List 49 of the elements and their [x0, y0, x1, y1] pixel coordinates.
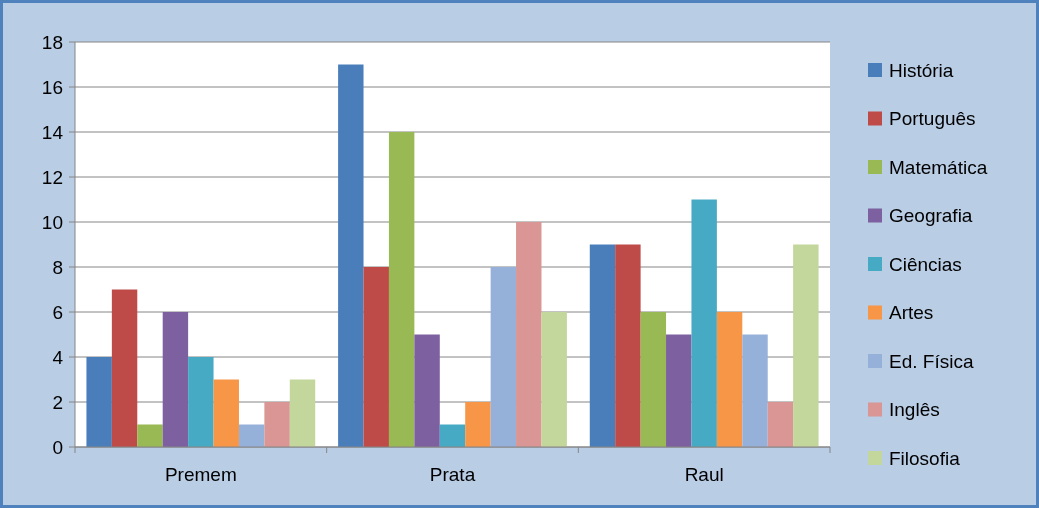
bar: [640, 312, 667, 447]
bar: [86, 357, 112, 447]
y-tick-label: 16: [41, 76, 63, 98]
bar: [490, 267, 517, 447]
y-tick-label: 8: [52, 256, 63, 278]
y-tick-label: 12: [41, 166, 63, 188]
y-tick-label: 2: [52, 391, 63, 413]
legend-label: Matemática: [889, 156, 988, 178]
bar: [213, 379, 239, 447]
y-tick-label: 18: [41, 31, 63, 53]
bar: [363, 267, 389, 447]
bar: [439, 424, 466, 447]
bar: [541, 312, 567, 447]
x-tick-label: Raul: [684, 464, 724, 485]
bar: [338, 64, 364, 447]
bar: [615, 244, 641, 447]
bar: [111, 289, 138, 447]
bar: [238, 424, 265, 447]
bar: [589, 244, 616, 447]
bar: [666, 334, 692, 447]
legend-label: História: [889, 59, 954, 81]
legend-label: Geografia: [889, 205, 973, 227]
x-tick-label: Prata: [429, 464, 476, 485]
legend-label: Português: [889, 108, 976, 130]
y-tick-label: 14: [41, 121, 64, 143]
y-tick-label: 4: [52, 346, 64, 368]
bar: [137, 424, 163, 447]
bar: [691, 199, 717, 447]
x-tick-label: Premem: [164, 464, 237, 485]
y-tick-label: 6: [52, 301, 63, 323]
bar: [264, 402, 290, 447]
legend-label: Inglês: [889, 399, 940, 421]
legend-label: Ciências: [889, 253, 962, 275]
bar: [767, 402, 794, 447]
bar: [162, 312, 189, 447]
y-tick-label: 0: [52, 436, 63, 458]
bar: [716, 312, 743, 447]
bar: [793, 244, 819, 447]
bar: [289, 379, 316, 447]
bar: [388, 132, 415, 447]
bar: [414, 334, 440, 447]
bar: [742, 334, 768, 447]
legend-label: Ed. Física: [889, 350, 974, 372]
bar: [188, 357, 214, 447]
y-tick-label: 10: [41, 211, 63, 233]
bar: [465, 402, 491, 447]
legend-label: Filosofia: [889, 447, 961, 469]
legend-label: Artes: [889, 302, 934, 324]
bar: [516, 222, 542, 447]
